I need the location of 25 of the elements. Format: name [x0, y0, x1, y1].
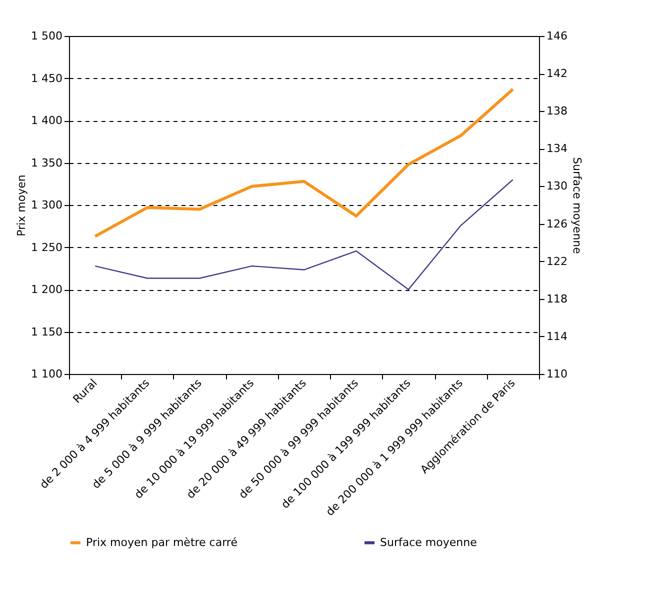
y2-tick-label: 138 [546, 104, 568, 118]
line-series [94, 179, 514, 290]
y2-tick-label: 142 [546, 67, 568, 80]
y-tick-label: 1 200 [31, 283, 62, 296]
y2-tick-label: 130 [546, 180, 568, 193]
y2-axis-title: Surface moyenne [570, 157, 584, 254]
legend-label: Surface moyenne [380, 536, 478, 549]
y-tick-label: 1 300 [31, 198, 62, 212]
legend-label: Prix moyen par mètre carré [86, 536, 238, 549]
y-tick-label: 1 250 [31, 240, 62, 254]
y2-tick-label: 126 [546, 217, 568, 230]
y-tick-label: 1 100 [31, 368, 62, 380]
y-tick-label: 1 450 [31, 72, 62, 85]
y2-tick-label: 122 [546, 254, 568, 268]
y2-tick-label: 118 [546, 292, 568, 306]
y-tick-label: 1 400 [31, 114, 62, 127]
y-axis-title: Prix moyen [15, 174, 28, 236]
y-tick-label: 1 150 [31, 325, 62, 338]
y-tick-label: 1 500 [31, 30, 62, 42]
y-tick-label: 1 350 [31, 156, 62, 170]
line-series [94, 88, 514, 238]
y2-tick-label: 114 [546, 330, 568, 343]
y2-tick-label: 134 [546, 142, 568, 156]
y2-tick-label: 110 [546, 368, 568, 380]
y2-tick-label: 146 [546, 30, 568, 42]
